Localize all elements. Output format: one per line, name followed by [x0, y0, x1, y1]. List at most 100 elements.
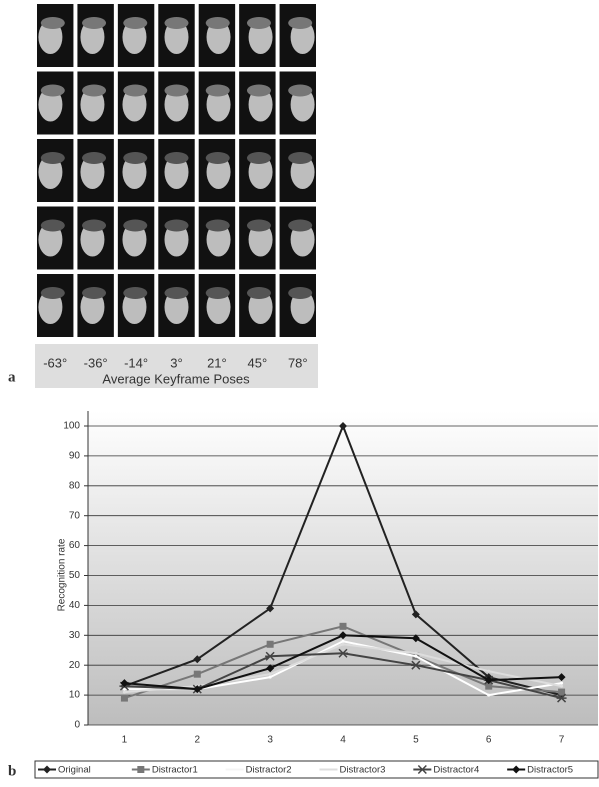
hair [205, 84, 230, 97]
marker [193, 670, 201, 678]
legend-label: Distractor2 [246, 765, 292, 776]
marker [485, 682, 493, 690]
pose-label: -36° [84, 355, 108, 370]
hair [40, 17, 65, 29]
marker [557, 673, 566, 682]
hair [40, 219, 65, 232]
y-axis-label: Recognition rate [57, 538, 68, 611]
legend-marker [43, 765, 51, 774]
legend-label: Distractor4 [433, 765, 479, 776]
y-tick-label: 30 [69, 630, 81, 641]
hair [246, 287, 271, 299]
pose-label: 3° [170, 355, 182, 370]
x-tick-label: 4 [340, 735, 346, 746]
face [122, 20, 147, 54]
hair [123, 84, 148, 97]
legend-label: Distractor1 [152, 765, 198, 776]
hair [82, 152, 107, 164]
y-tick-label: 80 [69, 480, 81, 491]
hair [246, 84, 271, 97]
marker [487, 693, 491, 697]
x-tick-label: 6 [486, 735, 492, 746]
face-grid [37, 4, 316, 337]
hair [164, 17, 189, 29]
marker [120, 694, 128, 702]
legend-marker [137, 766, 145, 773]
hair [288, 17, 313, 29]
hair [205, 219, 230, 232]
face [206, 222, 231, 257]
marker [414, 651, 418, 655]
legend-label: Distractor5 [527, 765, 573, 776]
legend-marker [512, 765, 521, 774]
hair [205, 287, 230, 299]
legend-label: Distractor3 [340, 765, 386, 776]
marker [266, 664, 275, 673]
hair [123, 17, 148, 29]
hair [205, 17, 230, 29]
hair [82, 84, 107, 97]
y-tick-label: 50 [69, 570, 81, 581]
face [122, 222, 147, 257]
pose-bar [35, 344, 318, 388]
pose-caption: Average Keyframe Poses [102, 371, 250, 386]
y-tick-label: 10 [69, 690, 81, 701]
legend-label: Original [58, 765, 91, 776]
face [122, 290, 147, 324]
marker [411, 610, 420, 619]
face [164, 290, 189, 324]
y-tick-label: 90 [69, 451, 81, 462]
marker [556, 693, 567, 703]
marker [560, 684, 564, 688]
hair [288, 219, 313, 232]
marker [120, 679, 129, 688]
marker [341, 642, 345, 646]
marker [339, 422, 347, 430]
face [122, 155, 147, 189]
marker [268, 672, 272, 676]
face [164, 222, 189, 257]
legend [34, 760, 599, 779]
x-tick-label: 7 [559, 735, 565, 746]
face [206, 290, 231, 324]
hair [288, 287, 313, 299]
pose-label: -63° [43, 355, 67, 370]
x-tick-label: 1 [122, 735, 128, 746]
hair [40, 287, 65, 299]
hair [288, 84, 313, 97]
face [206, 20, 231, 54]
y-tick-label: 40 [69, 600, 81, 611]
hair [40, 84, 65, 97]
x-tick-label: 5 [413, 735, 419, 746]
panel-label: b [8, 763, 16, 779]
marker [558, 688, 566, 696]
marker [193, 685, 202, 694]
pose-label: 45° [248, 355, 268, 370]
hair [164, 219, 189, 232]
x-tick-label: 2 [195, 735, 201, 746]
legend-marker [417, 764, 428, 775]
face [206, 87, 231, 122]
marker [339, 622, 347, 630]
marker [265, 651, 276, 661]
hair [123, 152, 148, 164]
marker [338, 648, 348, 658]
marker [266, 640, 274, 648]
hair [205, 152, 230, 164]
hair [82, 219, 107, 232]
face [164, 20, 189, 54]
marker [410, 660, 421, 670]
marker [266, 604, 275, 613]
marker [487, 669, 491, 673]
marker [122, 690, 126, 694]
face [206, 155, 231, 189]
y-tick-label: 0 [74, 720, 80, 731]
hair [164, 287, 189, 299]
plot-area [88, 411, 598, 725]
hair [164, 152, 189, 164]
y-tick-label: 100 [63, 421, 80, 432]
y-tick-label: 60 [69, 540, 81, 551]
panel-label: a [8, 369, 16, 385]
marker [122, 687, 126, 691]
